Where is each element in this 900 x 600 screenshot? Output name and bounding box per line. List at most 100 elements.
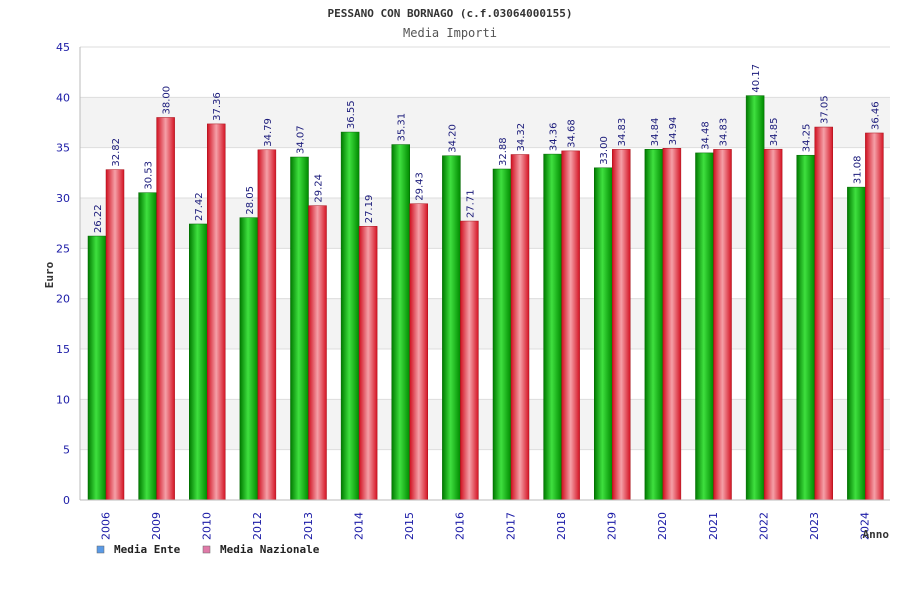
data-label: 34.32 [516,123,527,152]
y-tick-label: 0 [63,494,70,507]
data-label: 36.55 [346,100,357,129]
bar-media-nazionale-2015 [409,203,428,501]
bar-media-ente-2014 [340,131,360,501]
bar-media-nazionale-2010 [207,123,226,501]
x-tick-label: 2023 [808,512,821,540]
plot-band [80,47,890,98]
y-tick-label: 30 [56,192,70,205]
y-tick-label: 25 [56,242,70,255]
bar-media-nazionale-2012 [257,149,277,501]
data-label: 34.84 [650,118,661,147]
x-tick-label: 2015 [403,512,416,540]
bar-media-ente-2010 [189,223,208,501]
bar-media-ente-2018 [543,153,562,501]
legend-swatch-media-nazionale [202,545,211,554]
data-label: 36.46 [870,101,881,130]
bar-media-ente-2017 [492,168,512,501]
x-axis-label: Anno [863,528,890,541]
chart-title: PESSANO CON BORNAGO (c.f.03064000155) [327,7,572,20]
data-label: 31.08 [852,155,863,184]
bar-media-ente-2024 [847,186,866,501]
y-tick-label: 40 [56,91,70,104]
data-label: 34.36 [549,122,560,151]
x-tick-label: 2014 [352,512,365,540]
bar-media-ente-2021 [695,152,714,501]
x-tick-label: 2010 [201,512,214,540]
x-tick-label: 2019 [606,512,619,540]
x-tick-labels: 2006 2009 2010 2012 2013 2014 2015 2016 2017 2018… [99,512,871,540]
bar-media-nazionale-2023 [814,126,833,501]
x-tick-label: 2006 [99,512,112,540]
data-label: 27.19 [364,195,375,224]
data-label: 32.82 [111,138,122,167]
data-label: 34.79 [263,118,274,147]
data-label: 34.83 [617,118,628,147]
bar-media-nazionale-2006 [105,169,125,501]
data-label: 29.43 [415,172,426,201]
data-label: 34.85 [769,118,780,147]
data-label: 38.00 [162,86,173,115]
data-label: 30.53 [144,161,155,190]
data-label: 37.05 [820,95,831,124]
data-label: 32.88 [498,137,509,166]
bar-media-ente-2023 [796,154,815,501]
data-label: 34.25 [802,124,813,153]
bar-media-nazionale-2022 [763,148,783,501]
bar-media-nazionale-2009 [156,117,175,501]
x-tick-label: 2017 [504,512,517,540]
y-tick-labels: 0 5 10 15 20 25 30 35 40 45 [56,41,70,507]
y-tick-label: 5 [63,444,70,457]
bar-media-nazionale-2020 [662,148,682,501]
x-tick-label: 2009 [150,512,163,540]
bar-media-nazionale-2016 [460,220,479,501]
x-tick-label: 2021 [707,512,720,540]
y-tick-label: 10 [56,393,70,406]
data-label: 27.71 [465,189,476,218]
data-label: 34.94 [668,117,679,146]
x-tick-label: 2013 [302,512,315,540]
bar-media-ente-2022 [745,95,765,501]
bar-media-nazionale-2017 [510,154,530,501]
y-tick-label: 35 [56,142,70,155]
bar-media-ente-2006 [87,235,107,501]
y-tick-label: 45 [56,41,70,54]
data-label: 40.17 [751,64,762,93]
bar-media-nazionale-2021 [713,149,732,501]
data-label: 34.48 [701,121,712,150]
y-axis-label: Euro [43,261,56,288]
data-label: 35.31 [397,113,408,142]
y-tick-label: 20 [56,293,70,306]
data-label: 37.36 [212,92,223,121]
data-label: 34.83 [719,118,730,147]
x-tick-label: 2024 [859,512,872,540]
legend: Media Ente Media Nazionale [96,543,320,556]
legend-label-media-nazionale: Media Nazionale [220,543,320,556]
data-labels-group: 26.22 32.82 30.53 38.00 27.42 37.36 28.05 34.79… [93,64,881,233]
bars-group [87,95,884,501]
legend-label-media-ente: Media Ente [114,543,181,556]
bar-media-ente-2019 [594,167,613,501]
chart-subtitle: Media Importi [403,26,497,40]
data-label: 29.24 [314,174,325,203]
data-label: 33.00 [599,136,610,165]
x-tick-label: 2020 [656,512,669,540]
bar-media-ente-2020 [644,149,664,501]
bar-media-nazionale-2019 [612,149,631,501]
data-label: 34.68 [567,119,578,148]
data-label: 34.20 [447,124,458,153]
bar-media-ente-2009 [138,192,157,501]
data-label: 26.22 [93,204,104,233]
x-tick-label: 2018 [555,512,568,540]
data-label: 34.07 [296,125,307,154]
bar-media-ente-2012 [239,217,259,501]
x-tick-label: 2022 [757,512,770,540]
bar-media-nazionale-2013 [308,205,327,501]
bar-media-ente-2016 [442,155,461,501]
data-label: 27.42 [194,192,205,221]
legend-swatch-media-ente [96,545,105,554]
bar-media-ente-2013 [290,156,309,501]
bar-media-nazionale-2014 [358,226,378,501]
x-tick-label: 2012 [251,512,264,540]
bar-media-nazionale-2024 [865,132,884,501]
